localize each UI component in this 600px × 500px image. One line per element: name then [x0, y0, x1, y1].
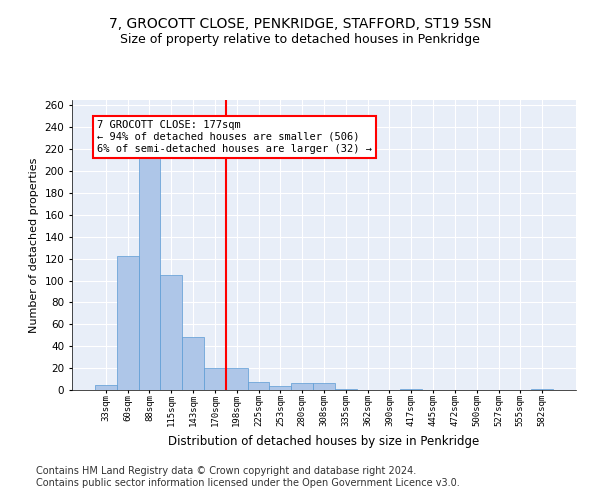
Bar — [248, 382, 269, 390]
X-axis label: Distribution of detached houses by size in Penkridge: Distribution of detached houses by size … — [169, 434, 479, 448]
Text: 7 GROCOTT CLOSE: 177sqm
← 94% of detached houses are smaller (506)
6% of semi-de: 7 GROCOTT CLOSE: 177sqm ← 94% of detache… — [97, 120, 372, 154]
Text: Contains public sector information licensed under the Open Government Licence v3: Contains public sector information licen… — [36, 478, 460, 488]
Y-axis label: Number of detached properties: Number of detached properties — [29, 158, 39, 332]
Bar — [269, 386, 291, 390]
Bar — [335, 389, 357, 390]
Bar — [139, 122, 160, 390]
Bar — [531, 389, 553, 390]
Bar — [226, 368, 248, 390]
Bar — [182, 338, 204, 390]
Bar — [400, 389, 422, 390]
Text: 7, GROCOTT CLOSE, PENKRIDGE, STAFFORD, ST19 5SN: 7, GROCOTT CLOSE, PENKRIDGE, STAFFORD, S… — [109, 18, 491, 32]
Bar — [204, 368, 226, 390]
Bar — [95, 384, 117, 390]
Text: Size of property relative to detached houses in Penkridge: Size of property relative to detached ho… — [120, 32, 480, 46]
Bar — [117, 256, 139, 390]
Bar — [291, 384, 313, 390]
Text: Contains HM Land Registry data © Crown copyright and database right 2024.: Contains HM Land Registry data © Crown c… — [36, 466, 416, 476]
Bar — [160, 275, 182, 390]
Bar — [313, 384, 335, 390]
